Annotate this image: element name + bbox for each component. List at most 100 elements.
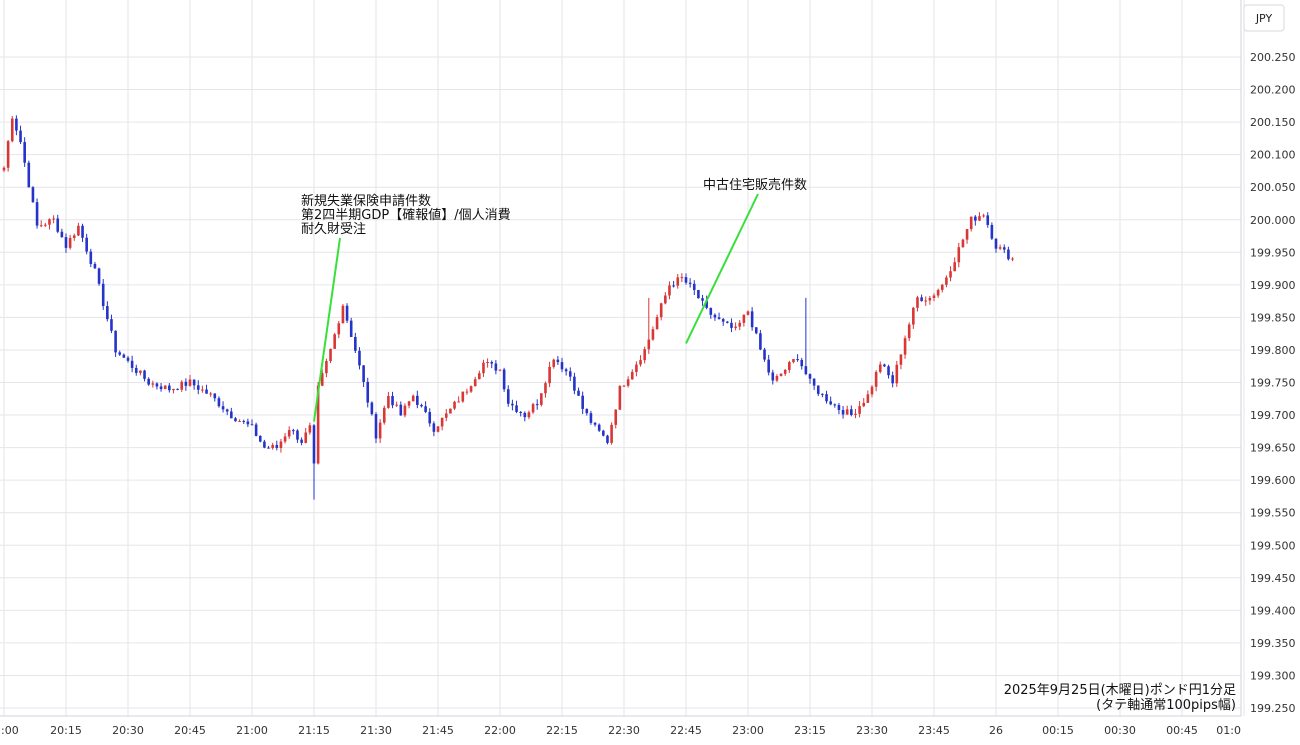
candle: [577, 387, 580, 396]
candle: [506, 385, 510, 407]
candle: [626, 376, 630, 388]
candle: [618, 385, 622, 411]
candle: [552, 358, 556, 369]
candle: [424, 401, 427, 414]
candle: [874, 370, 878, 392]
candle: [779, 373, 783, 377]
candle: [337, 320, 341, 339]
candle: [341, 304, 345, 324]
candle: [300, 437, 303, 446]
candle: [420, 403, 423, 408]
y-tick-label: 199.400: [1250, 604, 1296, 617]
candle: [201, 385, 204, 393]
candle: [134, 364, 138, 376]
candle: [23, 137, 26, 167]
candle: [647, 297, 651, 354]
candle: [250, 419, 254, 426]
candle: [81, 223, 84, 243]
candle: [151, 380, 155, 388]
candle: [713, 313, 717, 321]
candle: [593, 422, 597, 427]
candle: [895, 360, 899, 387]
annotation-text: 新規失業保険申請件数: [301, 193, 431, 209]
y-tick-label: 199.850: [1250, 311, 1296, 324]
candle: [602, 429, 605, 437]
chart-note-line-2: (タテ軸通常100pips幅): [1096, 698, 1236, 713]
y-tick-label: 199.500: [1250, 539, 1296, 552]
y-tick-label: 199.250: [1250, 702, 1296, 715]
event-annotation: 中古住宅販売件数: [685, 177, 807, 344]
candle: [986, 212, 990, 228]
candle: [271, 442, 274, 450]
candle: [292, 428, 295, 435]
x-tick-label: 00:45: [1166, 724, 1198, 737]
candle: [870, 384, 874, 398]
x-tick-label: 23:00: [732, 724, 764, 737]
candle: [953, 257, 956, 272]
candle: [883, 363, 886, 368]
y-tick-label: 199.750: [1250, 377, 1296, 390]
candle: [254, 422, 258, 437]
y-tick-label: 200.100: [1250, 149, 1296, 162]
chart-note-line-1: 2025年9月25日(木曜日)ポンド円1分足: [1004, 683, 1236, 698]
candle: [287, 426, 291, 439]
candle: [159, 382, 163, 392]
x-tick-label: 21:15: [298, 724, 330, 737]
candle: [329, 348, 332, 364]
x-tick-label: 22:00: [484, 724, 516, 737]
candle: [391, 391, 394, 409]
candle: [721, 317, 725, 326]
candle: [225, 408, 229, 416]
y-tick-label: 199.300: [1250, 669, 1296, 682]
candle: [502, 367, 506, 392]
candle: [812, 378, 816, 390]
candle: [845, 405, 849, 415]
candle: [77, 222, 80, 237]
x-tick-label: 20:15: [50, 724, 82, 737]
candle: [850, 405, 853, 417]
candle: [378, 419, 382, 443]
candle: [560, 357, 564, 373]
candle: [912, 306, 915, 329]
candle: [639, 355, 642, 367]
candle: [833, 403, 837, 408]
candle: [936, 288, 940, 298]
candle: [527, 410, 531, 420]
candle: [535, 399, 539, 410]
candle: [106, 301, 109, 322]
candle: [990, 222, 994, 241]
candle: [494, 360, 498, 375]
candle: [974, 215, 977, 226]
candle: [118, 350, 122, 356]
candle: [792, 359, 795, 364]
candle: [717, 312, 721, 320]
candle: [821, 393, 824, 398]
candle: [816, 385, 820, 397]
candle: [763, 347, 766, 362]
candle: [796, 354, 799, 362]
candle: [829, 396, 832, 406]
candle: [163, 385, 167, 390]
candle: [746, 310, 750, 316]
candle: [176, 388, 179, 391]
candle: [688, 278, 692, 288]
candle: [234, 416, 237, 422]
annotation-marker-line: [685, 193, 759, 344]
candle: [188, 374, 192, 387]
candle: [767, 354, 770, 376]
x-tick-label: 23:30: [856, 724, 888, 737]
x-tick-label: 23:15: [794, 724, 826, 737]
candle: [354, 332, 357, 354]
candle: [585, 408, 589, 416]
candle: [370, 401, 374, 416]
candle: [759, 330, 762, 351]
candle: [709, 307, 713, 319]
candle: [473, 376, 477, 387]
candle: [304, 427, 308, 444]
candle: [428, 408, 432, 427]
candle: [949, 266, 952, 282]
candle: [515, 400, 518, 414]
candle: [296, 429, 299, 443]
y-tick-label: 199.600: [1250, 474, 1296, 487]
